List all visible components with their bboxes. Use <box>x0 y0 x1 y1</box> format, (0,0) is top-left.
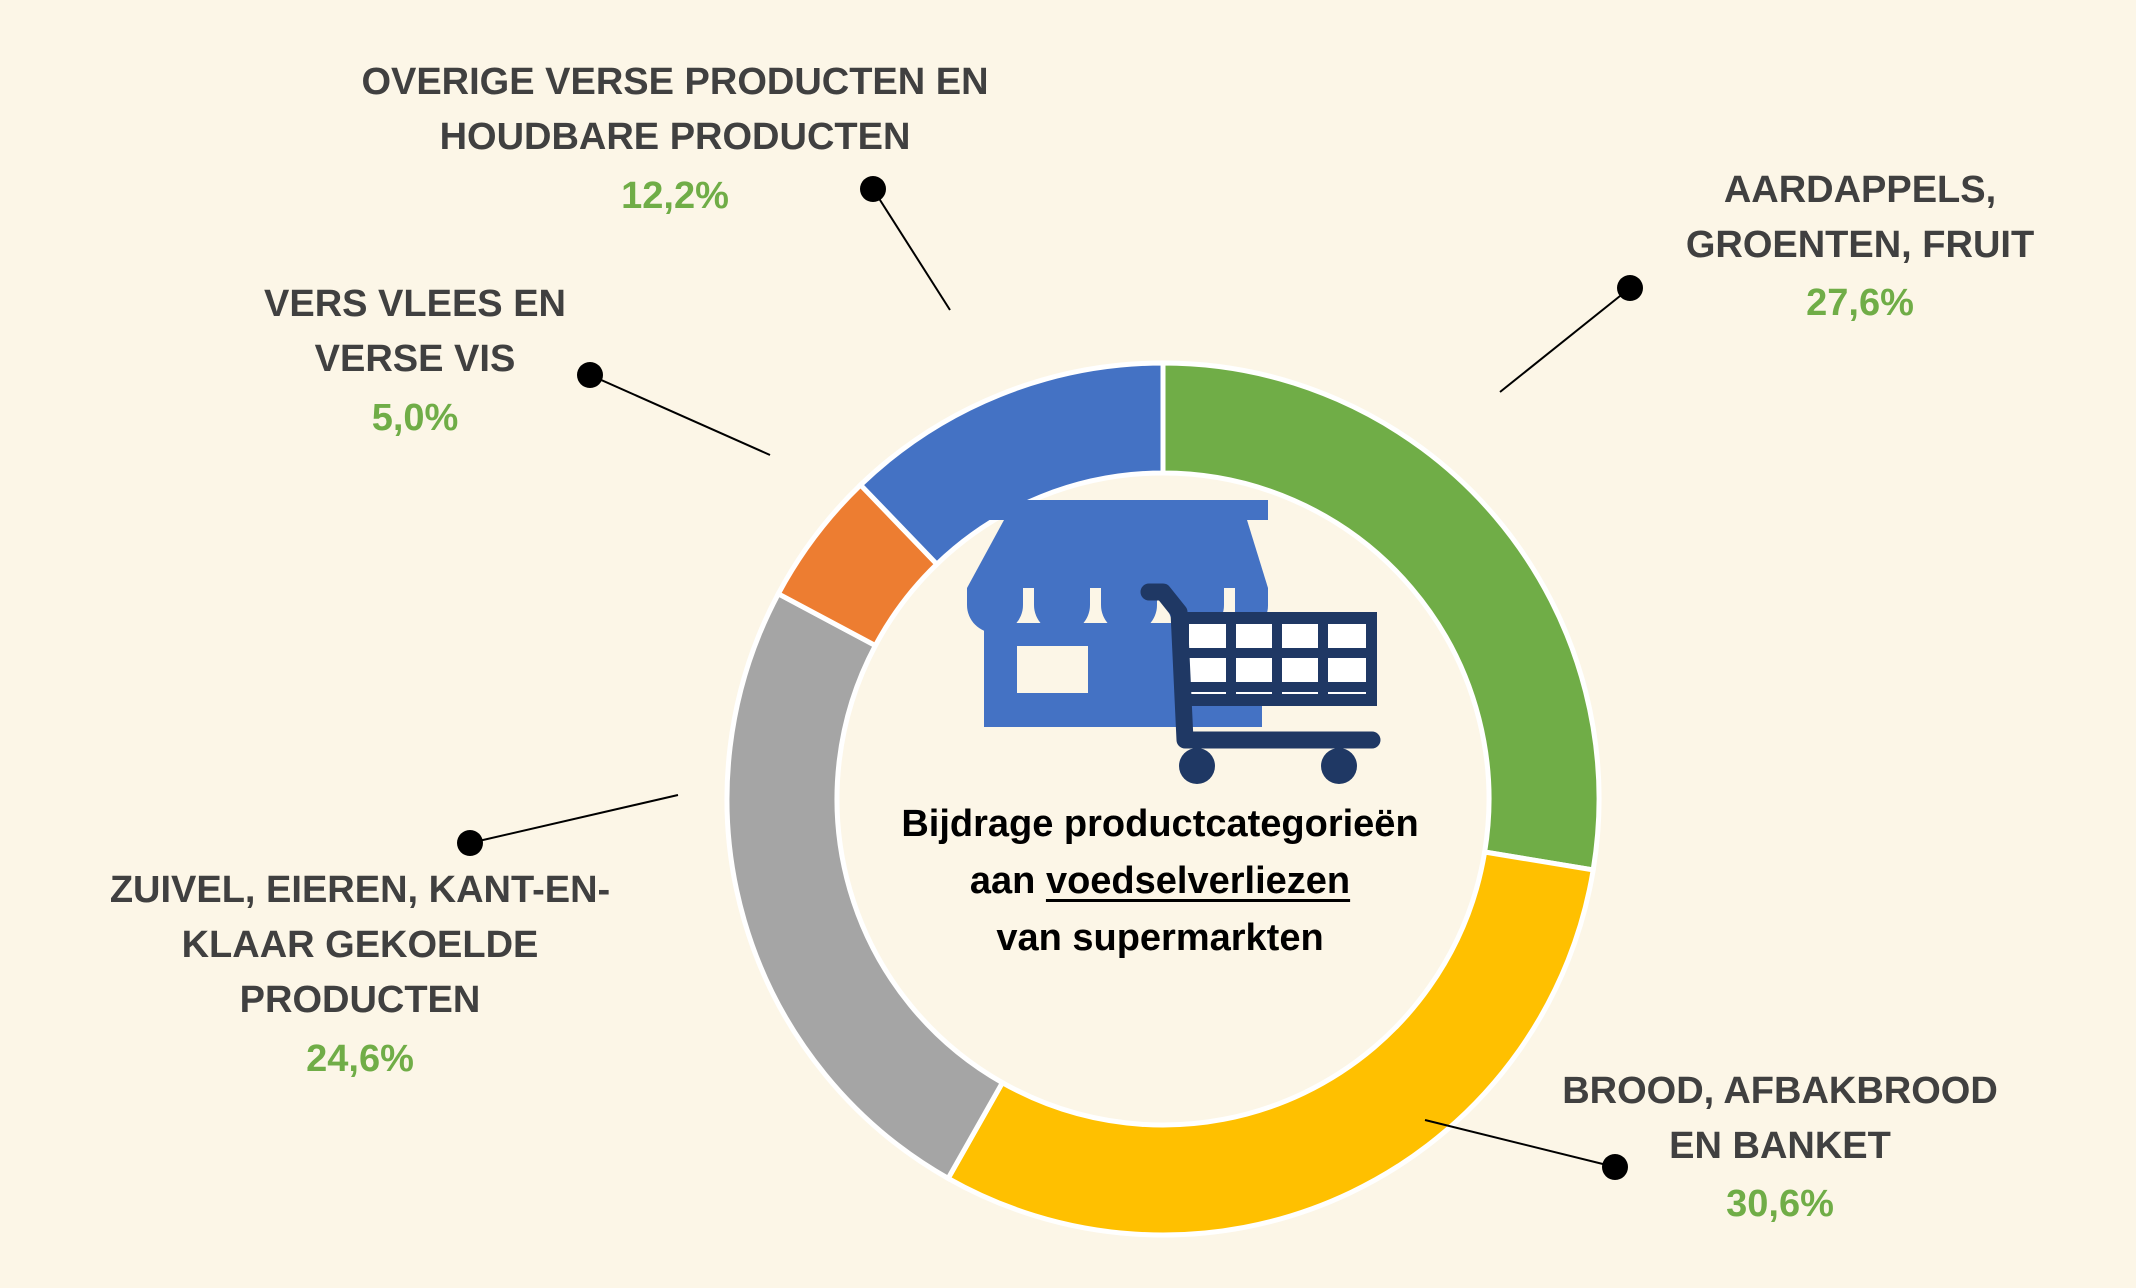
leader-brood <box>1424 1119 1628 1180</box>
pct-overige: 12,2% <box>621 175 729 217</box>
leader-lines <box>457 176 1643 1180</box>
leader-overige <box>860 176 951 311</box>
label-aardappels: AARDAPPELS, GROENTEN, FRUIT <box>1685 169 2035 266</box>
title-line-3: van supermarkten <box>996 917 1324 959</box>
pct-brood: 30,6% <box>1726 1183 1834 1225</box>
title-line-1: Bijdrage productcategorieën <box>901 803 1419 845</box>
label-overige: OVERIGE VERSE PRODUCTEN EN HOUDBARE PROD… <box>361 61 989 158</box>
title-underlined-word: voedselverliezen <box>1045 860 1351 902</box>
leader-aardappels <box>1499 275 1643 393</box>
slice-aardappels <box>1160 360 1602 873</box>
slice-brood <box>944 849 1597 1238</box>
shopping-cart-icon <box>1140 583 1381 784</box>
store-icon <box>967 500 1269 727</box>
chart-title: Bijdrage productcategorieën aan voedselv… <box>830 796 1490 967</box>
leader-vlees <box>577 362 771 456</box>
label-brood: BROOD, AFBAKBROOD EN BANKET <box>1562 1070 1998 1167</box>
label-vlees: VERS VLEES EN VERSE VIS <box>264 283 566 380</box>
pct-vlees: 5,0% <box>371 397 459 439</box>
label-zuivel: ZUIVEL, EIEREN, KANT-EN- KLAAR GEKOELDE … <box>109 869 611 1021</box>
donut-slices <box>724 360 1602 1238</box>
pct-aardappels: 27,6% <box>1806 282 1914 324</box>
pct-zuivel: 24,6% <box>306 1038 414 1080</box>
leader-zuivel <box>457 794 679 856</box>
slice-zuivel <box>724 590 1006 1182</box>
title-word-aan: aan <box>969 860 1036 902</box>
